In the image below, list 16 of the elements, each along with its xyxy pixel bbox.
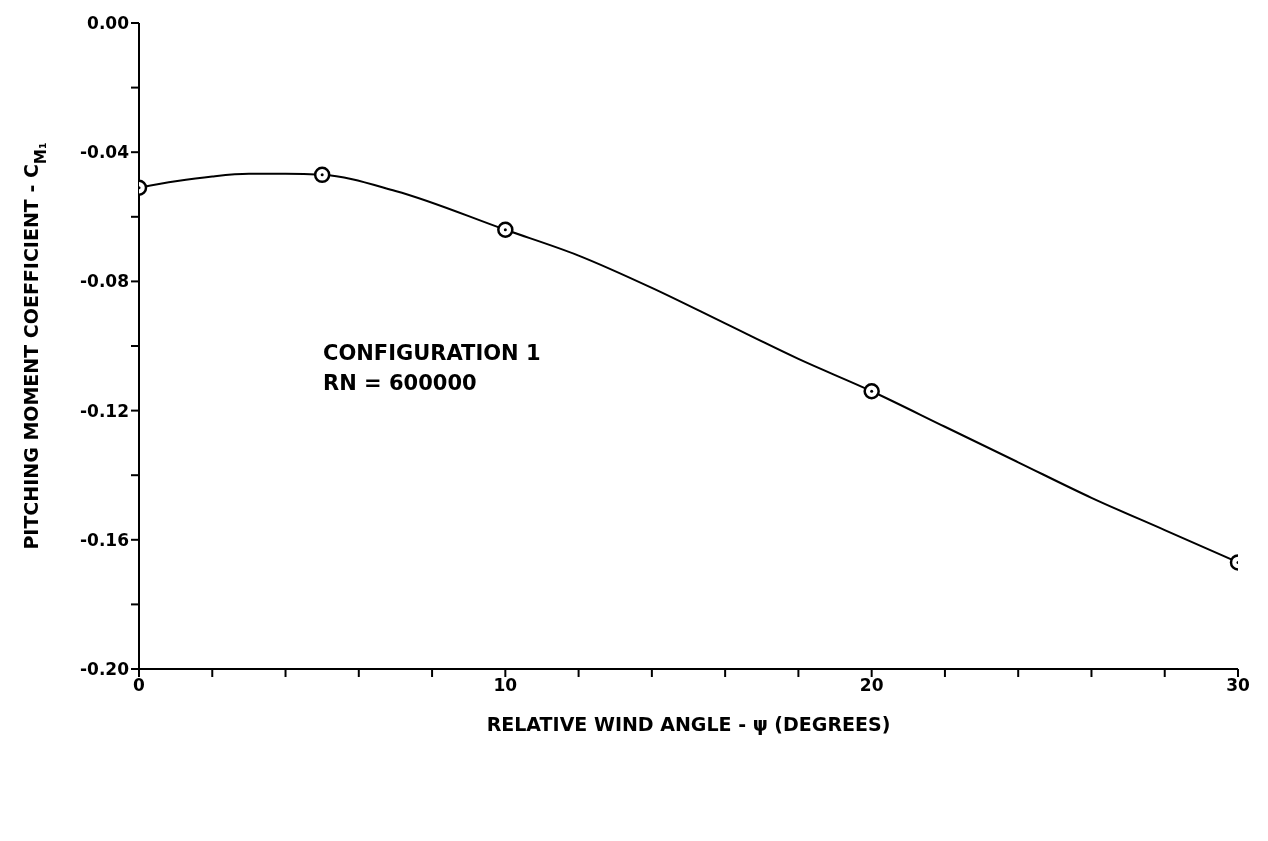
- y-tick-label: -0.12: [80, 400, 129, 421]
- y-tick-label: -0.20: [80, 659, 130, 680]
- point: [313, 166, 331, 184]
- x-tick-label: 10: [493, 675, 518, 696]
- point: [863, 382, 880, 400]
- x-tick-label: 0: [133, 675, 146, 696]
- y-tick-label: 0.00: [87, 13, 130, 34]
- x-tick-label: 20: [859, 675, 884, 696]
- annotation: RN = 600000: [323, 370, 478, 397]
- point: [497, 221, 514, 238]
- x-axis-title: RELATIVE WIND ANGLE - ψ (DEGREES): [486, 713, 891, 735]
- x-tick-label: 30: [1226, 675, 1250, 696]
- y-tick-label: -0.16: [80, 529, 129, 550]
- annotation: CONFIGURATION 1: [323, 340, 541, 367]
- y-tick-label: -0.08: [80, 271, 129, 292]
- y-tick-label: -0.04: [80, 142, 130, 163]
